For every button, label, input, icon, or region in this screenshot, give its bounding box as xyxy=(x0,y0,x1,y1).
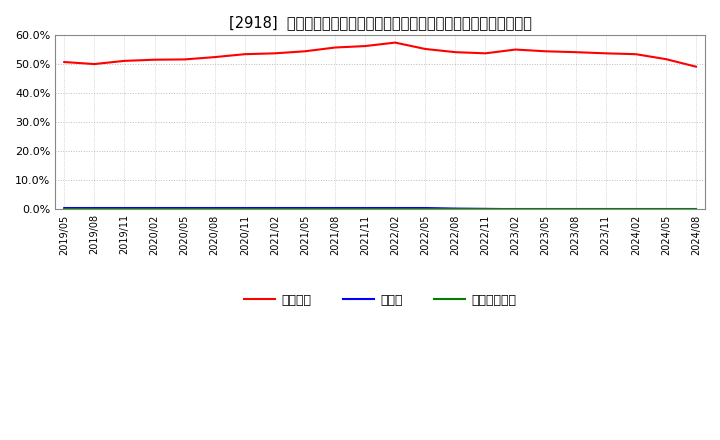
自己資本 xyxy=(391,40,400,45)
繰延税金資産 xyxy=(572,206,580,212)
繰延税金資産 xyxy=(541,206,550,212)
のれん xyxy=(391,205,400,211)
繰延税金資産 xyxy=(451,206,459,212)
繰延税金資産 xyxy=(150,206,159,212)
Title: [2918]  自己資本、のれん、繰延税金資産の総資産に対する比率の推移: [2918] 自己資本、のれん、繰延税金資産の総資産に対する比率の推移 xyxy=(229,15,531,30)
のれん xyxy=(631,206,640,212)
のれん xyxy=(300,205,309,211)
繰延税金資産 xyxy=(180,206,189,212)
のれん xyxy=(210,205,219,211)
自己資本 xyxy=(572,50,580,55)
自己資本 xyxy=(631,51,640,57)
のれん xyxy=(511,206,520,212)
自己資本 xyxy=(271,51,279,56)
自己資本 xyxy=(692,64,701,70)
自己資本 xyxy=(511,47,520,52)
繰延税金資産 xyxy=(60,206,68,212)
のれん xyxy=(120,205,129,211)
のれん xyxy=(481,206,490,212)
自己資本 xyxy=(240,51,249,57)
繰延税金資産 xyxy=(391,206,400,212)
繰延税金資産 xyxy=(120,206,129,212)
自己資本 xyxy=(361,44,369,49)
自己資本 xyxy=(541,49,550,54)
繰延税金資産 xyxy=(511,206,520,212)
Line: のれん: のれん xyxy=(64,208,696,209)
のれん xyxy=(90,205,99,211)
のれん xyxy=(421,205,430,211)
自己資本 xyxy=(120,58,129,63)
のれん xyxy=(180,205,189,211)
のれん xyxy=(330,205,339,211)
Line: 自己資本: 自己資本 xyxy=(64,43,696,67)
繰延税金資産 xyxy=(421,206,430,212)
自己資本 xyxy=(90,62,99,67)
のれん xyxy=(240,205,249,211)
のれん xyxy=(601,206,610,212)
繰延税金資産 xyxy=(330,206,339,212)
のれん xyxy=(572,206,580,212)
自己資本 xyxy=(421,46,430,51)
自己資本 xyxy=(451,50,459,55)
繰延税金資産 xyxy=(271,206,279,212)
Legend: 自己資本, のれん, 繰延税金資産: 自己資本, のれん, 繰延税金資産 xyxy=(239,289,521,312)
自己資本 xyxy=(300,49,309,54)
繰延税金資産 xyxy=(210,206,219,212)
のれん xyxy=(150,205,159,211)
自己資本 xyxy=(210,55,219,60)
繰延税金資産 xyxy=(631,206,640,212)
のれん xyxy=(662,206,670,212)
自己資本 xyxy=(60,59,68,65)
のれん xyxy=(361,205,369,211)
繰延税金資産 xyxy=(90,206,99,212)
自己資本 xyxy=(481,51,490,56)
のれん xyxy=(541,206,550,212)
のれん xyxy=(451,206,459,211)
自己資本 xyxy=(601,51,610,56)
繰延税金資産 xyxy=(481,206,490,212)
自己資本 xyxy=(180,57,189,62)
繰延税金資産 xyxy=(361,206,369,212)
繰延税金資産 xyxy=(662,206,670,212)
自己資本 xyxy=(662,56,670,62)
繰延税金資産 xyxy=(692,206,701,212)
のれん xyxy=(271,205,279,211)
のれん xyxy=(692,206,701,212)
自己資本 xyxy=(150,57,159,62)
繰延税金資産 xyxy=(300,206,309,212)
繰延税金資産 xyxy=(601,206,610,212)
繰延税金資産 xyxy=(240,206,249,212)
のれん xyxy=(60,205,68,211)
自己資本 xyxy=(330,45,339,50)
